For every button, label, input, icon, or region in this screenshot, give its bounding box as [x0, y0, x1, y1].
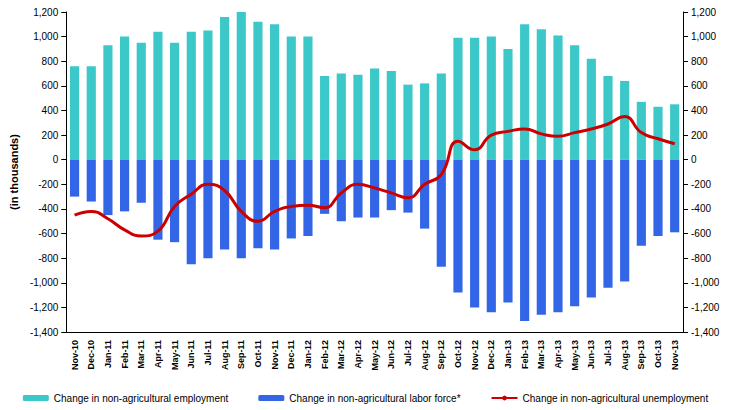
svg-text:-400: -400	[691, 203, 711, 214]
svg-text:Aug-11: Aug-11	[220, 340, 230, 370]
svg-text:May-13: May-13	[570, 340, 580, 371]
svg-text:Change in non-agricultural une: Change in non-agricultural unemployment	[523, 393, 709, 404]
svg-text:Jan-11: Jan-11	[103, 340, 113, 368]
svg-text:Mar-12: Mar-12	[336, 340, 346, 369]
svg-text:400: 400	[42, 105, 59, 116]
svg-text:Jan-12: Jan-12	[303, 340, 313, 369]
svg-text:Sep-13: Sep-13	[636, 340, 646, 370]
svg-text:1,000: 1,000	[691, 31, 716, 42]
svg-text:Jul-11: Jul-11	[203, 340, 213, 366]
svg-text:Nov-11: Nov-11	[270, 340, 280, 370]
svg-text:May-12: May-12	[370, 340, 380, 371]
svg-text:Mar-11: Mar-11	[136, 340, 146, 369]
svg-text:-1,000: -1,000	[691, 277, 720, 288]
svg-text:Dec-11: Dec-11	[286, 340, 296, 369]
svg-text:800: 800	[42, 56, 59, 67]
svg-text:Apr-12: Apr-12	[353, 340, 363, 369]
svg-text:-1,200: -1,200	[691, 302, 720, 313]
svg-text:Jan-13: Jan-13	[503, 340, 513, 369]
svg-text:Sep-12: Sep-12	[436, 340, 446, 370]
svg-text:Nov-13: Nov-13	[670, 340, 680, 370]
svg-text:1,000: 1,000	[33, 31, 58, 42]
svg-text:Change in non-agricultural lab: Change in non-agricultural labor force*	[289, 393, 460, 404]
svg-text:1,200: 1,200	[33, 7, 58, 18]
svg-text:Aug-12: Aug-12	[420, 340, 430, 371]
svg-text:Oct-13: Oct-13	[653, 340, 663, 368]
svg-text:Change in non-agricultural emp: Change in non-agricultural employment	[54, 393, 229, 404]
svg-text:Nov-12: Nov-12	[470, 340, 480, 370]
svg-text:200: 200	[42, 130, 59, 141]
svg-text:200: 200	[691, 130, 708, 141]
svg-text:400: 400	[691, 105, 708, 116]
svg-text:Nov-10: Nov-10	[70, 340, 80, 370]
svg-text:Apr-11: Apr-11	[153, 340, 163, 368]
svg-text:Jun-12: Jun-12	[386, 340, 396, 369]
svg-text:800: 800	[691, 56, 708, 67]
svg-text:600: 600	[42, 80, 59, 91]
svg-text:-1,200: -1,200	[30, 302, 59, 313]
svg-text:0: 0	[691, 154, 697, 165]
svg-text:Oct-11: Oct-11	[253, 340, 263, 368]
svg-text:Mar-13: Mar-13	[536, 340, 546, 369]
svg-text:Jun-13: Jun-13	[586, 340, 596, 369]
svg-text:600: 600	[691, 80, 708, 91]
svg-text:Sep-11: Sep-11	[236, 340, 246, 369]
svg-text:-800: -800	[691, 253, 711, 264]
svg-text:Oct-12: Oct-12	[453, 340, 463, 368]
svg-text:-1,000: -1,000	[30, 277, 59, 288]
svg-text:Jul-12: Jul-12	[403, 340, 413, 366]
svg-text:-800: -800	[38, 253, 58, 264]
svg-text:-200: -200	[691, 179, 711, 190]
svg-text:Jun-11: Jun-11	[186, 340, 196, 369]
svg-text:Aug-13: Aug-13	[620, 340, 630, 371]
svg-text:-400: -400	[38, 203, 58, 214]
svg-text:-600: -600	[38, 228, 58, 239]
svg-text:-1,400: -1,400	[691, 327, 720, 338]
svg-text:Feb-11: Feb-11	[120, 340, 130, 369]
svg-text:May-11: May-11	[170, 340, 180, 370]
svg-text:-600: -600	[691, 228, 711, 239]
svg-text:Apr-13: Apr-13	[553, 340, 563, 369]
svg-text:-1,400: -1,400	[30, 327, 59, 338]
svg-text:1,200: 1,200	[691, 7, 716, 18]
svg-text:Feb-13: Feb-13	[520, 340, 530, 369]
svg-text:Feb-12: Feb-12	[320, 340, 330, 369]
svg-text:(in thousands): (in thousands)	[8, 134, 20, 210]
svg-text:Dec-12: Dec-12	[486, 340, 496, 370]
svg-text:-200: -200	[38, 179, 58, 190]
svg-text:0: 0	[53, 154, 59, 165]
svg-text:Jul-13: Jul-13	[603, 340, 613, 366]
svg-text:Dec-10: Dec-10	[86, 340, 96, 370]
